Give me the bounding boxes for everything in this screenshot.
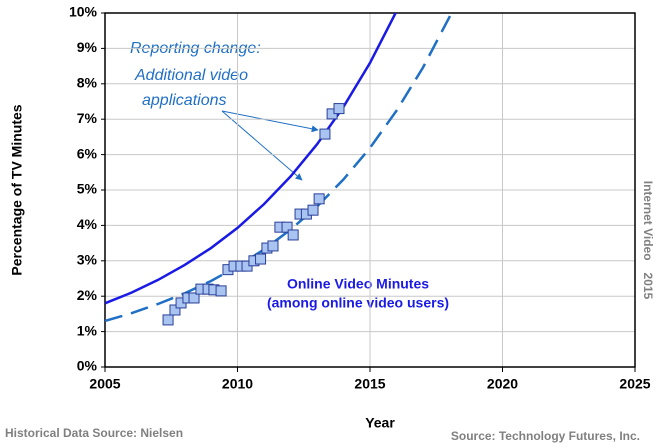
data-point <box>255 253 267 265</box>
x-tick-label: 2020 <box>487 376 518 392</box>
plot-frame <box>104 12 636 368</box>
solid-line <box>105 13 397 305</box>
side-note-year: 2015 <box>641 273 655 300</box>
y-tick-label: 6% <box>77 145 98 161</box>
y-tick-label: 3% <box>77 252 98 268</box>
y-tick-label: 7% <box>77 110 98 126</box>
y-tick-label: 10% <box>69 4 98 20</box>
x-tick-label: 2010 <box>222 376 253 392</box>
y-tick-label: 4% <box>77 216 98 232</box>
y-tick-label: 8% <box>77 75 98 91</box>
arrow <box>221 110 303 181</box>
arrow <box>221 110 319 133</box>
dashed-line <box>105 13 453 323</box>
x-tick-label: 2025 <box>619 376 650 392</box>
x-tick-label: 2005 <box>89 376 120 392</box>
data-point <box>215 285 227 297</box>
data-point <box>313 193 325 205</box>
data-point <box>188 292 200 304</box>
y-tick-label: 9% <box>77 39 98 55</box>
data-point <box>287 229 299 241</box>
annotation: applications <box>142 92 227 109</box>
y-axis-label: Percentage of TV Minutes <box>9 104 25 275</box>
side-note: Internet Video 2015 <box>641 181 655 300</box>
footer-right: Source: Technology Futures, Inc. <box>451 429 640 443</box>
data-point <box>169 304 181 316</box>
y-tick-label: 0% <box>77 358 98 374</box>
plot-area <box>105 13 453 326</box>
x-tick-label: 2015 <box>354 376 385 392</box>
y-tick-label: 5% <box>77 181 98 197</box>
x-axis-label: Year <box>365 415 395 431</box>
data-point <box>281 221 293 233</box>
side-note-text: Internet Video <box>641 181 655 261</box>
series-label: (among online video users) <box>267 295 449 311</box>
data-point <box>333 103 345 115</box>
data-point <box>267 240 279 252</box>
data-point <box>162 314 174 326</box>
data-point <box>319 128 331 140</box>
annotation: Additional video <box>134 67 248 84</box>
y-tick-label: 2% <box>77 287 98 303</box>
data-point <box>307 204 319 216</box>
footer-left: Historical Data Source: Nielsen <box>5 426 183 440</box>
y-tick-label: 1% <box>77 322 98 338</box>
series-label: Online Video Minutes <box>287 276 429 292</box>
